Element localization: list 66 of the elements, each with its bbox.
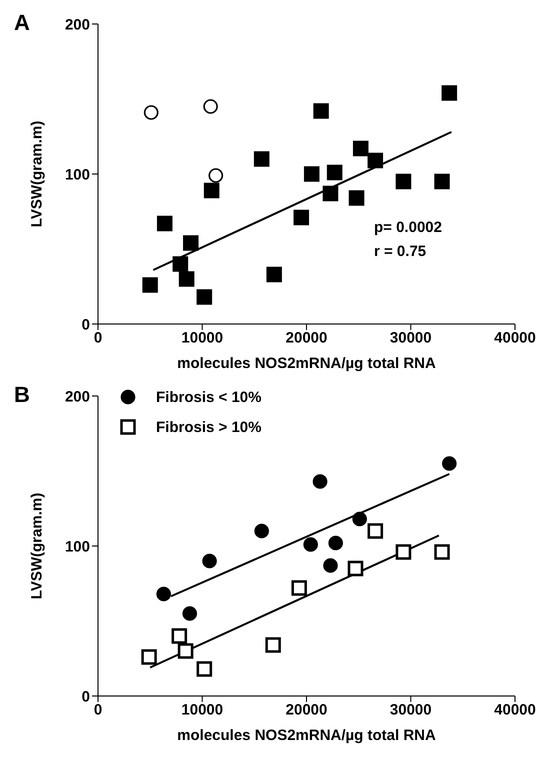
y-tick-label: 100 (64, 538, 90, 556)
point (156, 216, 172, 232)
y-tick-label: 0 (82, 688, 90, 706)
point (142, 277, 158, 293)
point (352, 512, 367, 526)
point (202, 554, 217, 568)
x-tick-label: 20000 (286, 702, 328, 719)
point (172, 628, 188, 644)
point (304, 166, 320, 182)
x-axis-title: molecules NOS2mRNA/µg total RNA (177, 727, 436, 744)
y-axis-title: LVSW(gram.m) (28, 120, 46, 228)
point (348, 560, 364, 576)
point (156, 586, 171, 602)
annotation: r = 0.75 (374, 242, 428, 262)
chart-title: A (14, 10, 30, 36)
point (182, 606, 198, 621)
y-axis-title: LVSW(gram.m) (28, 492, 46, 600)
x-tick-label: 10000 (181, 702, 224, 719)
point (434, 174, 450, 190)
point (266, 266, 282, 282)
point (254, 151, 270, 167)
point (178, 643, 194, 659)
point (328, 536, 343, 550)
x-tick-label: 0 (94, 330, 102, 347)
point (294, 210, 310, 226)
point (434, 544, 450, 560)
annotation: p= 0.0002 (374, 218, 442, 238)
point (396, 174, 412, 190)
point (396, 544, 412, 560)
point (326, 164, 342, 180)
x-tick-label: 20000 (286, 330, 328, 347)
x-tick-label: 0 (94, 702, 102, 719)
y-tick-label: 200 (64, 16, 90, 34)
point (313, 103, 329, 119)
point (141, 649, 157, 665)
point (204, 182, 220, 198)
point (322, 186, 338, 202)
x-tick-label: 40000 (494, 330, 536, 347)
x-tick-label: 10000 (181, 330, 224, 347)
point (442, 85, 458, 101)
point (348, 190, 364, 206)
point (172, 256, 188, 272)
legend-label: Fibrosis < 10% (156, 388, 262, 406)
point (442, 456, 457, 471)
point (291, 580, 307, 596)
point (254, 524, 269, 538)
point (312, 474, 328, 489)
y-tick-label: 100 (64, 166, 90, 184)
point (183, 235, 199, 251)
y-tick-label: 0 (82, 316, 90, 334)
y-tick-label: 200 (64, 388, 90, 406)
point (368, 152, 384, 168)
point (265, 637, 281, 653)
point (196, 289, 212, 305)
point (178, 271, 194, 287)
point (196, 661, 212, 677)
legend-label: Fibrosis > 10% (156, 418, 262, 436)
x-tick-label: 40000 (494, 702, 536, 719)
point (352, 140, 368, 156)
x-axis-title: molecules NOS2mRNA/µg total RNA (177, 355, 436, 372)
point (323, 558, 338, 573)
point (368, 523, 384, 539)
x-tick-label: 30000 (390, 702, 432, 719)
x-tick-label: 30000 (390, 330, 432, 347)
chart-title: B (14, 382, 30, 408)
point (303, 537, 318, 552)
